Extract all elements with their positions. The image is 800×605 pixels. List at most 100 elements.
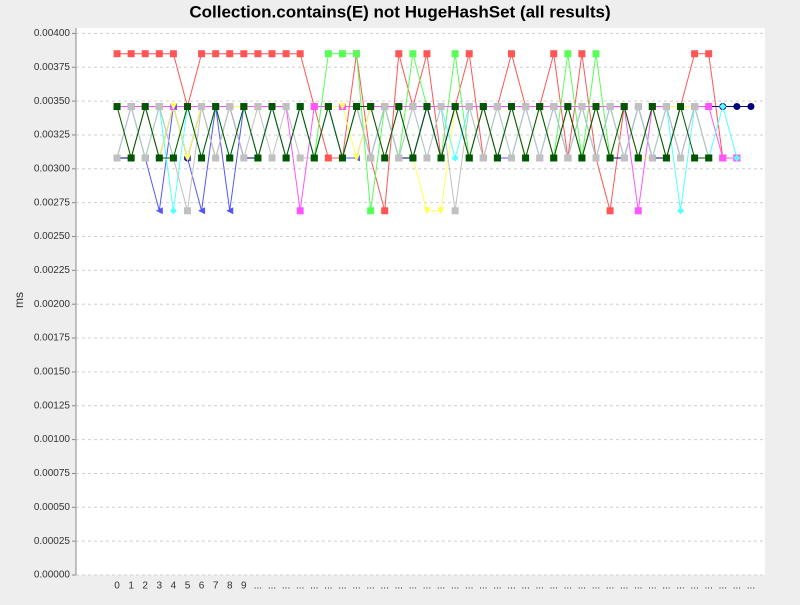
marker: [226, 154, 234, 162]
marker: [437, 207, 445, 215]
x-tick-label: 8: [227, 581, 233, 592]
marker: [381, 103, 389, 111]
marker: [634, 154, 642, 162]
y-tick-label: 0.00075: [34, 468, 71, 479]
x-tick-label: 6: [199, 581, 205, 592]
marker: [212, 154, 220, 162]
y-tick-label: 0.00050: [34, 502, 71, 513]
marker: [677, 207, 685, 215]
x-tick-label: ...: [268, 581, 276, 592]
marker: [465, 154, 473, 162]
marker: [198, 154, 206, 162]
marker: [691, 103, 699, 111]
x-tick-label: ...: [338, 581, 346, 592]
x-tick-label: ...: [423, 581, 431, 592]
marker: [648, 154, 656, 162]
marker: [338, 154, 346, 162]
marker: [620, 154, 628, 162]
marker: [338, 50, 346, 58]
marker: [479, 103, 487, 111]
x-tick-label: 3: [157, 581, 163, 592]
marker: [183, 154, 191, 162]
x-tick-label: ...: [521, 581, 529, 592]
marker: [423, 154, 431, 162]
marker: [592, 50, 600, 58]
marker: [198, 207, 206, 215]
marker: [381, 207, 389, 215]
marker: [550, 50, 558, 58]
marker: [240, 50, 248, 58]
y-tick-label: 0.00400: [34, 28, 71, 39]
marker: [634, 103, 642, 111]
marker: [141, 50, 149, 58]
x-tick-label: 4: [171, 581, 177, 592]
marker: [324, 103, 332, 111]
marker: [324, 154, 332, 162]
y-axis-label: ms: [12, 292, 26, 308]
x-tick-label: ...: [324, 581, 332, 592]
x-tick-label: ...: [535, 581, 543, 592]
marker: [409, 154, 417, 162]
marker: [536, 103, 544, 111]
marker: [564, 103, 572, 111]
marker: [423, 50, 431, 58]
marker: [240, 154, 248, 162]
marker: [522, 103, 530, 111]
marker: [113, 154, 121, 162]
marker: [324, 50, 332, 58]
marker: [719, 103, 727, 111]
marker: [662, 103, 670, 111]
marker: [409, 50, 417, 58]
marker: [113, 103, 121, 111]
x-tick-label: ...: [437, 581, 445, 592]
marker: [240, 103, 248, 111]
marker: [155, 154, 163, 162]
marker: [367, 154, 375, 162]
y-tick-label: 0.00025: [34, 536, 71, 547]
x-tick-label: ...: [705, 581, 713, 592]
marker: [127, 50, 135, 58]
marker: [719, 154, 727, 162]
x-tick-label: ...: [310, 581, 318, 592]
marker: [113, 50, 121, 58]
marker: [507, 50, 515, 58]
marker: [479, 154, 487, 162]
y-tick-label: 0.00300: [34, 163, 71, 174]
x-tick-label: ...: [620, 581, 628, 592]
x-tick-label: ...: [648, 581, 656, 592]
marker: [381, 154, 389, 162]
marker: [296, 50, 304, 58]
x-tick-label: 5: [185, 581, 191, 592]
y-tick-label: 0.00225: [34, 265, 71, 276]
x-tick-label: ...: [395, 581, 403, 592]
marker: [493, 103, 501, 111]
y-tick-label: 0.00375: [34, 62, 71, 73]
marker: [691, 154, 699, 162]
x-tick-label: ...: [296, 581, 304, 592]
y-tick-label: 0.00000: [34, 570, 71, 581]
marker: [254, 103, 262, 111]
marker: [169, 103, 177, 111]
marker: [507, 154, 515, 162]
marker: [493, 154, 501, 162]
marker: [451, 207, 459, 215]
x-tick-label: ...: [606, 581, 614, 592]
x-tick-label: ...: [381, 581, 389, 592]
marker: [268, 50, 276, 58]
x-tick-label: ...: [634, 581, 642, 592]
marker: [507, 103, 515, 111]
marker: [634, 207, 642, 215]
marker: [409, 103, 417, 111]
marker: [648, 103, 656, 111]
x-tick-label: 9: [241, 581, 247, 592]
marker: [296, 207, 304, 215]
marker: [677, 103, 685, 111]
marker: [592, 103, 600, 111]
marker: [127, 103, 135, 111]
chart-title: Collection.contains(E) not HugeHashSet (…: [189, 2, 610, 21]
marker: [662, 154, 670, 162]
marker: [451, 103, 459, 111]
marker: [353, 154, 361, 162]
marker: [437, 154, 445, 162]
